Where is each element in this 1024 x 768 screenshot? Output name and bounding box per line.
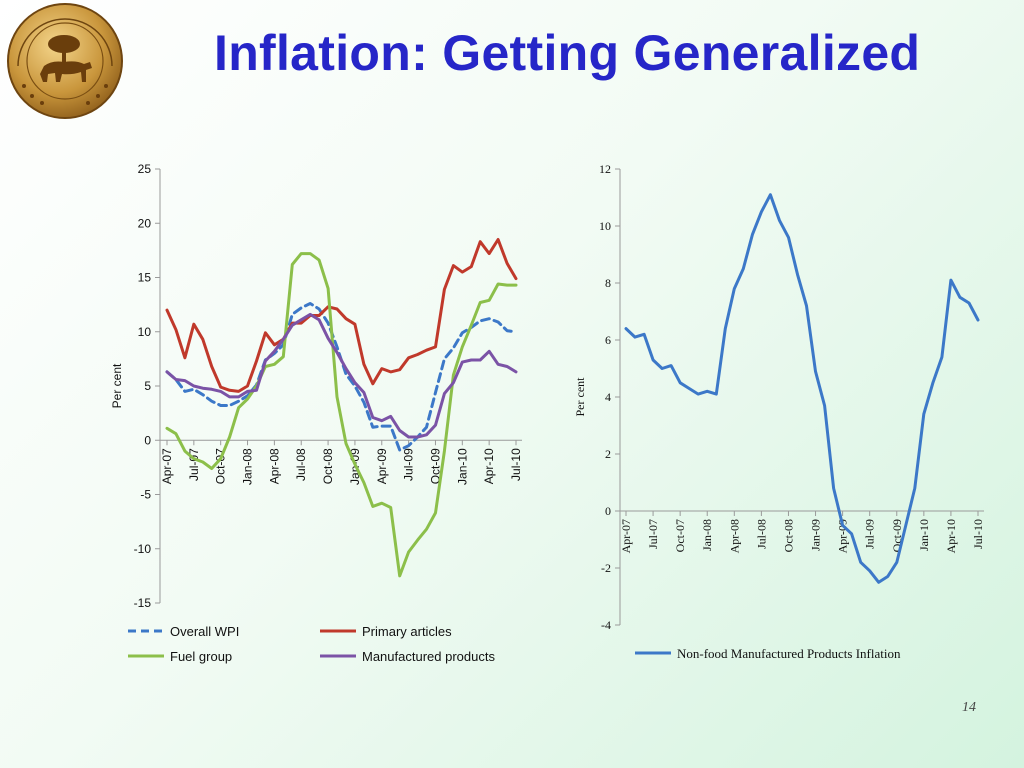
x-tick-label: Oct-09 (428, 448, 442, 484)
x-tick-label: Apr-07 (619, 519, 633, 553)
y-tick-label: 5 (144, 379, 151, 393)
x-tick-label: Apr-10 (482, 448, 496, 484)
x-tick-label: Jan-10 (455, 448, 469, 485)
y-tick-label: 15 (138, 271, 152, 285)
x-tick-label: Jan-09 (809, 519, 823, 551)
legend-label: Overall WPI (170, 624, 239, 639)
x-tick-label: Apr-10 (944, 519, 958, 553)
legend-label: Manufactured products (362, 649, 495, 664)
y-tick-label: 12 (599, 162, 611, 176)
legend-label: Fuel group (170, 649, 232, 664)
y-axis-title: Per cent (110, 363, 124, 408)
x-tick-label: Oct-07 (214, 448, 228, 484)
y-tick-label: -2 (601, 561, 611, 575)
y-tick-label: -4 (601, 618, 611, 632)
x-tick-label: Jul-10 (971, 519, 985, 549)
series-line-primary-articles (165, 238, 518, 393)
y-tick-label: 25 (138, 162, 152, 176)
y-axis-title: Per cent (573, 377, 587, 417)
chart-nonfood-manufactured: 12 10 8 6 4 2 0 -2 -4 Apr-07 Jul-07 Oct-07 Jan-08 Apr… (573, 162, 985, 661)
x-tick-label: Apr-09 (375, 448, 389, 484)
x-tick-label: Jul-08 (294, 448, 308, 481)
y-tick-label: -15 (134, 596, 152, 610)
legend-label: Non-food Manufactured Products Inflation (677, 646, 901, 661)
y-tick-label: 0 (144, 433, 151, 447)
x-tick-label: Jul-07 (646, 519, 660, 549)
x-tick-label: Oct-08 (781, 519, 795, 552)
y-tick-label: 10 (599, 219, 611, 233)
x-tick-label: Jul-10 (509, 448, 523, 481)
x-tick-label: Jul-09 (863, 519, 877, 549)
y-tick-label: 10 (138, 325, 152, 339)
x-tick-label: Apr-07 (160, 448, 174, 484)
x-tick-label: Jul-08 (754, 519, 768, 549)
x-tick-label: Jan-08 (241, 448, 255, 485)
x-tick-label: Oct-07 (673, 519, 687, 552)
y-tick-label: 2 (605, 447, 611, 461)
rbi-logo (2, 2, 128, 120)
y-tick-label: 6 (605, 333, 611, 347)
y-tick-label: 0 (605, 504, 611, 518)
series-line-manufactured-products (165, 312, 518, 439)
x-tick-label: Apr-08 (727, 519, 741, 553)
x-tick-label: Jan-08 (700, 519, 714, 551)
y-tick-label: 20 (138, 216, 152, 230)
y-tick-label: -5 (140, 488, 151, 502)
legend-label: Primary articles (362, 624, 452, 639)
x-tick-label: Jan-10 (917, 519, 931, 551)
y-tick-label: -10 (134, 542, 152, 556)
x-tick-label: Apr-08 (267, 448, 281, 484)
x-tick-label: Oct-08 (321, 448, 335, 484)
series-line-fuel-group (165, 252, 518, 578)
y-tick-label: 4 (605, 390, 611, 404)
y-tick-label: 8 (605, 276, 611, 290)
x-tick-label: Jul-09 (402, 448, 416, 481)
series-line-non-food-manufactured-products-inflation (624, 193, 980, 584)
page-number: 14 (962, 700, 976, 715)
slide-title: Inflation: Getting Generalized (214, 25, 921, 81)
